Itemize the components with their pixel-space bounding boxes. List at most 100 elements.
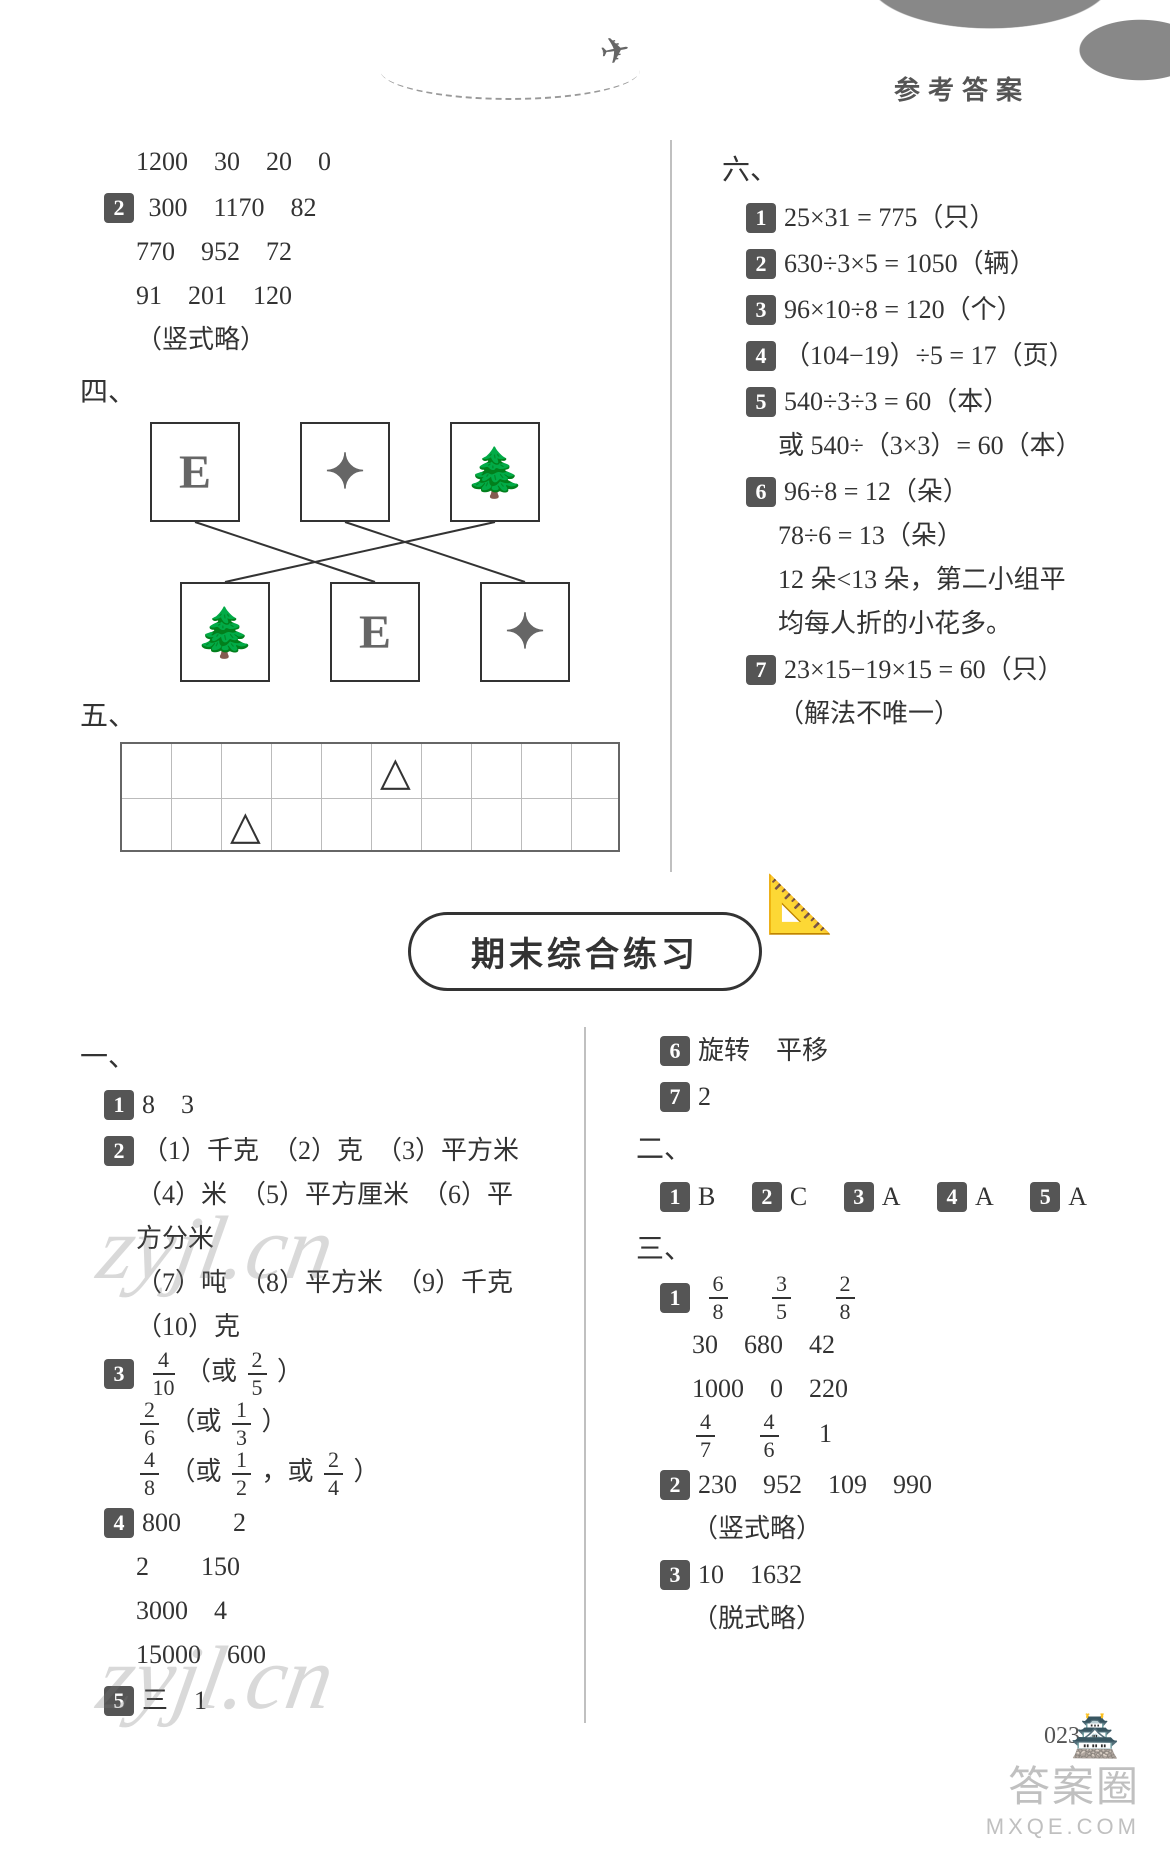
num-badge: 1 xyxy=(660,1283,690,1313)
text: 10 1632 xyxy=(698,1560,802,1589)
num-badge: 2 xyxy=(104,193,134,223)
num-badge: 1 xyxy=(660,1182,690,1212)
match-icon-e: E xyxy=(179,445,211,500)
list-item: 2（1）千克 （2）克 （3）平方米 xyxy=(104,1127,534,1173)
text: 23×15−19×15 = 60（只） xyxy=(784,655,1064,684)
text-line: 3000 4 xyxy=(136,1589,534,1633)
fraction: 12 xyxy=(232,1449,251,1499)
text-line: 2 150 xyxy=(136,1545,534,1589)
text-line: 770 952 72 xyxy=(136,230,620,274)
num-badge: 3 xyxy=(104,1359,134,1389)
header-decor xyxy=(570,0,1170,140)
text-line: （竖式略） xyxy=(692,1507,1090,1551)
list-item: 2 630÷3×5 = 1050（辆） xyxy=(746,240,1090,286)
top-left-col: 1200 30 20 0 2 300 1170 82 770 952 72 91… xyxy=(80,140,620,872)
section-heading: 六、 xyxy=(722,148,1090,188)
bracket: ） xyxy=(354,1457,380,1486)
num-badge: 2 xyxy=(660,1470,690,1500)
num-badge: 3 xyxy=(844,1182,874,1212)
fraction: 24 xyxy=(324,1449,343,1499)
triangle-icon: △ xyxy=(380,748,411,795)
footer-wm-1: 答案圈 xyxy=(986,1753,1140,1814)
text: 2 xyxy=(698,1082,711,1111)
list-item: 1 68 35 28 xyxy=(660,1273,1090,1323)
text-line: 30 680 42 xyxy=(692,1323,1090,1367)
num-badge: 4 xyxy=(937,1182,967,1212)
text-line: （10）克 xyxy=(136,1305,534,1349)
bracket: ） xyxy=(277,1357,303,1386)
top-right-col: 六、 1 25×31 = 775（只） 2 630÷3×5 = 1050（辆） 39… xyxy=(722,140,1090,872)
fraction-line: 48 （或 12 ，或 24 ） xyxy=(136,1449,534,1499)
grid-diagram: △ △ xyxy=(120,742,620,852)
list-item: 696÷8 = 12（朵） xyxy=(746,468,1090,514)
matching-diagram: E ✦ 🌲 🌲 E ✦ xyxy=(120,422,580,682)
text-line: 1000 0 220 xyxy=(692,1367,1090,1411)
footer-watermark: 答案圈 MXQE.COM xyxy=(986,1753,1140,1840)
section-heading: 二、 xyxy=(636,1127,1090,1167)
list-item: 5三 1 xyxy=(104,1677,534,1723)
num-badge: 7 xyxy=(660,1082,690,1112)
ruler-icon: 📐 xyxy=(765,871,839,937)
num-badge: 2 xyxy=(746,249,776,279)
num-badge: 4 xyxy=(746,341,776,371)
list-item: 1 8 3 xyxy=(104,1081,534,1127)
bracket: ） xyxy=(262,1407,288,1436)
bottom-block: 一、 18 3 2（1）千克 （2）克 （3）平方米 （4）米 （5）平方厘米 … xyxy=(80,1027,1090,1723)
section-heading: 五、 xyxy=(80,694,620,734)
text-line: 12 朵<13 朵，第二小组平均每人折的小花多。 xyxy=(778,558,1090,646)
num-badge: 1 xyxy=(746,203,776,233)
fraction: 25 xyxy=(248,1349,267,1399)
list-item: 4 （104−19）÷5 = 17（页） xyxy=(746,332,1090,378)
text: C xyxy=(790,1182,807,1211)
bracket: （或 xyxy=(170,1407,222,1436)
list-item: 3 10 1632 xyxy=(660,1551,1090,1597)
text: 1 xyxy=(819,1419,832,1448)
list-item: 4800 2 xyxy=(104,1499,534,1545)
fraction: 13 xyxy=(232,1399,251,1449)
text: 230 952 109 990 xyxy=(698,1470,932,1499)
num-badge: 5 xyxy=(1030,1182,1060,1212)
text-line: （竖式略） xyxy=(136,318,620,362)
num-badge: 3 xyxy=(660,1560,690,1590)
num-badge: 2 xyxy=(104,1136,134,1166)
text: 540÷3÷3 = 60（本） xyxy=(784,387,1009,416)
choice-row: 1B 2C 3A 4A 5A xyxy=(660,1173,1090,1219)
top-block: 1200 30 20 0 2 300 1170 82 770 952 72 91… xyxy=(80,140,1090,872)
text-line: 15000 600 xyxy=(136,1633,534,1677)
column-divider xyxy=(584,1027,586,1723)
match-icon-tree: 🌲 xyxy=(195,604,255,661)
fraction: 410 xyxy=(153,1349,175,1399)
fraction: 26 xyxy=(140,1399,159,1449)
num-badge: 3 xyxy=(746,295,776,325)
text: 630÷3×5 = 1050（辆） xyxy=(784,249,1036,278)
text: A xyxy=(975,1182,994,1211)
num-badge: 1 xyxy=(104,1090,134,1120)
text: 旋转 平移 xyxy=(698,1036,828,1065)
bracket: （或 xyxy=(185,1357,237,1386)
num-badge: 2 xyxy=(752,1182,782,1212)
section-title-container: 期末综合练习 📐 xyxy=(80,912,1090,991)
list-item: 2 300 1170 82 xyxy=(104,184,620,230)
text: B xyxy=(698,1182,715,1211)
text-line: 91 201 120 xyxy=(136,274,620,318)
text: 300 1170 82 xyxy=(149,193,317,222)
num-badge: 5 xyxy=(746,387,776,417)
bottom-left-col: 一、 18 3 2（1）千克 （2）克 （3）平方米 （4）米 （5）平方厘米 … xyxy=(80,1027,534,1723)
bracket: （或 xyxy=(170,1457,222,1486)
text-line: 1200 30 20 0 xyxy=(136,140,620,184)
num-badge: 6 xyxy=(660,1036,690,1066)
section-heading: 四、 xyxy=(80,370,620,410)
num-badge: 7 xyxy=(746,655,776,685)
section-heading: 三、 xyxy=(636,1227,1090,1267)
triangle-icon: △ xyxy=(230,802,261,849)
section-title-text: 期末综合练习 xyxy=(471,937,699,974)
list-item: 6 旋转 平移 xyxy=(660,1027,1090,1073)
text-line: （解法不唯一） xyxy=(778,692,1090,736)
text: 25×31 = 775（只） xyxy=(784,203,995,232)
text-line: （7）吨 （8）平方米 （9）千克 xyxy=(136,1261,534,1305)
text-line: （4）米 （5）平方厘米 （6）平方分米 xyxy=(136,1173,534,1261)
page-content: 1200 30 20 0 2 300 1170 82 770 952 72 91… xyxy=(0,140,1170,1723)
text: 8 3 xyxy=(142,1090,194,1119)
text: （104−19）÷5 = 17（页） xyxy=(784,341,1075,370)
list-item: 396×10÷8 = 120（个） xyxy=(746,286,1090,332)
